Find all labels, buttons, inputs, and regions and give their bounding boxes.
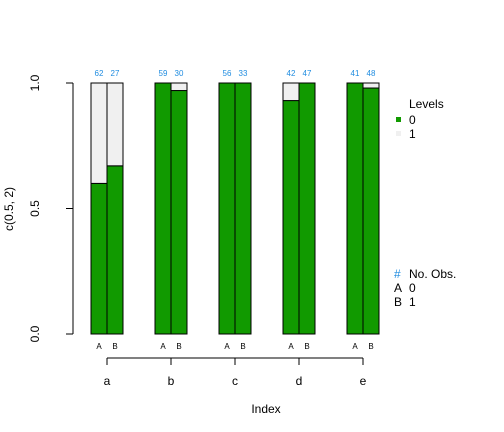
subcategory-label-b-B: B (176, 342, 181, 351)
x-tick-label-a: a (104, 374, 111, 388)
count-label-d-A: 42 (287, 69, 296, 78)
count-label-e-B: 48 (367, 69, 376, 78)
subcategory-label-c-B: B (240, 342, 245, 351)
count-label-c-B: 33 (239, 69, 248, 78)
bars-layer: 62 A 27 B 59 A 30 B 56 A 33 B 42 A 47 B 41 A 48 B (90, 69, 380, 351)
bar-c-B-level-0 (234, 82, 252, 335)
bar-d-B-level-0 (298, 82, 316, 335)
count-label-e-A: 41 (351, 69, 360, 78)
legend-obs-label-A: 0 (409, 281, 416, 295)
legend-obs-title: No. Obs. (409, 267, 456, 281)
legend-level-label-0: 0 (409, 113, 416, 127)
bar-b-B-level-1 (170, 82, 188, 92)
y-tick-label-1.0: 1.0 (28, 74, 42, 91)
subcategory-label-b-A: A (160, 342, 166, 351)
bar-d-A-level-1 (282, 82, 300, 102)
legend-level-label-1: 1 (409, 127, 416, 141)
y-axis: 0.0 0.5 1.0 (28, 74, 74, 342)
legend-swatch-1 (396, 131, 401, 136)
count-label-b-B: 30 (175, 69, 184, 78)
count-label-b-A: 59 (159, 69, 168, 78)
subcategory-label-c-A: A (224, 342, 230, 351)
count-label-d-B: 47 (303, 69, 312, 78)
y-tick-label-0.0: 0.0 (28, 325, 42, 342)
bar-d-A-level-0 (282, 100, 300, 335)
bar-a-B-level-0 (106, 165, 124, 335)
x-tick-label-e: e (360, 374, 367, 388)
bar-e-A-level-0 (346, 82, 364, 335)
legend-swatch-0 (396, 117, 401, 122)
legend-levels-title: Levels (409, 97, 444, 111)
bar-a-B-level-1 (106, 82, 124, 167)
count-label-c-A: 56 (223, 69, 232, 78)
x-tick-label-d: d (296, 374, 303, 388)
x-axis-label: Index (251, 402, 280, 416)
bar-b-A-level-0 (154, 82, 172, 335)
legend-obs-symbol: # (394, 267, 401, 281)
subcategory-label-d-A: A (288, 342, 294, 351)
bar-b-B-level-0 (170, 90, 188, 335)
bar-a-A-level-1 (90, 82, 108, 184)
subcategory-label-e-B: B (368, 342, 373, 351)
count-label-a-B: 27 (111, 69, 120, 78)
x-tick-label-b: b (168, 374, 175, 388)
subcategory-label-a-A: A (96, 342, 102, 351)
count-label-a-A: 62 (95, 69, 104, 78)
y-tick-label-0.5: 0.5 (28, 200, 42, 217)
y-axis-label: c(0.5, 2) (2, 187, 16, 231)
bar-c-A-level-0 (218, 82, 236, 335)
subcategory-label-e-A: A (352, 342, 358, 351)
legend-obs-key-B: B (394, 295, 402, 309)
x-axis: a b c d e (104, 357, 367, 388)
legend-obs-key-A: A (394, 281, 402, 295)
x-tick-label-c: c (232, 374, 238, 388)
bar-a-A-level-0 (90, 182, 108, 335)
bar-e-B-level-1 (362, 82, 380, 89)
subcategory-label-d-B: B (304, 342, 309, 351)
bar-e-B-level-0 (362, 87, 380, 335)
subcategory-label-a-B: B (112, 342, 117, 351)
legend-obs-label-B: 1 (409, 295, 416, 309)
